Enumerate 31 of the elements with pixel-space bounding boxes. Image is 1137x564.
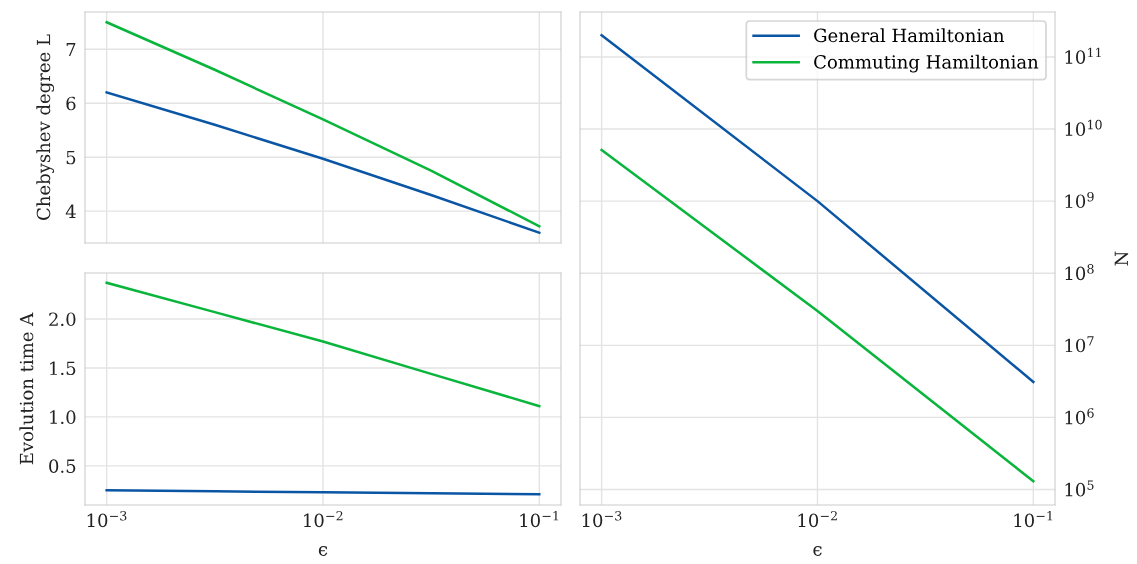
line-series <box>105 21 541 228</box>
y-tick-label: 10$^{6}$ <box>1065 408 1094 425</box>
y-tick-label: 7 <box>66 42 76 57</box>
x-tick-label: 10$^{−2}$ <box>798 510 837 528</box>
x-tick-label: 10$^{−3}$ <box>87 510 127 528</box>
legend-label: Commuting Hamiltonian <box>814 54 1039 73</box>
x-tick-label: 10$^{−1}$ <box>1014 510 1053 528</box>
line-series <box>105 281 541 408</box>
y-tick-label: 2.0 <box>49 312 76 327</box>
y-axis-title: N <box>1114 251 1129 266</box>
x-tick-label: 10$^{−1}$ <box>520 510 559 528</box>
y-axis-title: Chebyshev degree L <box>36 34 55 220</box>
x-axis-title: ϵ <box>813 546 822 556</box>
y-tick-label: 10$^{10}$ <box>1065 119 1102 137</box>
y-tick-label: 10$^{5}$ <box>1065 480 1094 497</box>
y-tick-label: 10$^{9}$ <box>1065 191 1094 209</box>
line-series <box>105 91 541 234</box>
x-tick-label: 10$^{−2}$ <box>304 510 343 528</box>
y-tick-label: 1.0 <box>50 410 76 425</box>
y-axis-title: Evolution time A <box>19 312 34 465</box>
y-tick-label: 1.5 <box>50 361 76 376</box>
y-tick-label: 4 <box>65 204 76 219</box>
x-axis-title: ϵ <box>318 546 328 556</box>
y-tick-label: 10$^{8}$ <box>1065 264 1094 281</box>
y-tick-label: 10$^{11}$ <box>1065 47 1101 64</box>
y-tick-label: 0.5 <box>49 459 76 473</box>
y-tick-label: 6 <box>66 96 76 111</box>
y-tick-label: 10$^{7}$ <box>1065 336 1094 353</box>
y-tick-label: 5 <box>66 150 76 165</box>
legend-label: General Hamiltonian <box>814 28 1005 43</box>
x-tick-label: 10$^{−3}$ <box>582 510 622 528</box>
